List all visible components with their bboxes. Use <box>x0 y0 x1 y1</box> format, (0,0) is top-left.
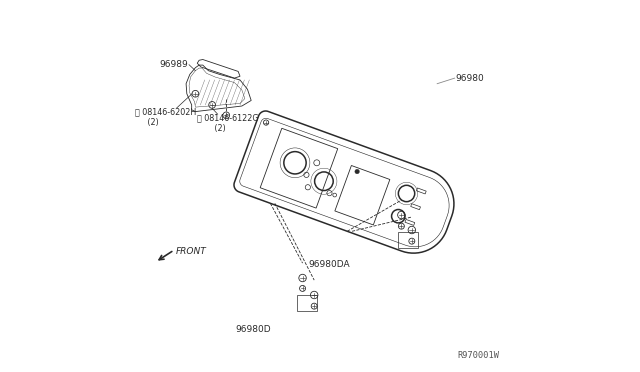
Bar <box>297 295 317 311</box>
Text: Ⓑ 08146-6122G
       (2): Ⓑ 08146-6122G (2) <box>197 113 259 133</box>
Text: R970001W: R970001W <box>458 351 500 360</box>
Text: 96980DA: 96980DA <box>309 260 351 269</box>
Text: Ⓑ 08146-6202H
     (2): Ⓑ 08146-6202H (2) <box>135 107 196 126</box>
Circle shape <box>355 169 359 174</box>
Text: FRONT: FRONT <box>175 247 207 256</box>
Text: 96980D: 96980D <box>235 325 271 334</box>
Text: 96980: 96980 <box>456 74 484 83</box>
Text: 96989: 96989 <box>159 60 188 69</box>
Bar <box>397 232 418 248</box>
